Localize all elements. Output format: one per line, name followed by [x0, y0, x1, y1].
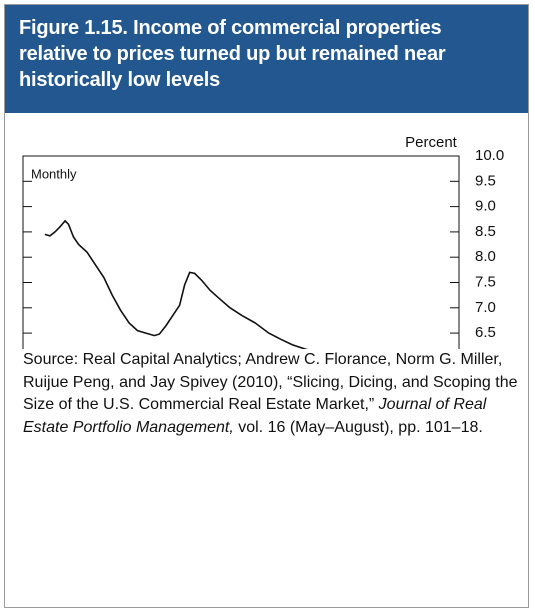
y-axis-label: Percent [405, 134, 458, 151]
y-tick-label: 7.5 [475, 273, 496, 290]
y-tick-label: 9.0 [475, 198, 496, 215]
figure-frame: Figure 1.15. Income of commercial proper… [4, 4, 529, 608]
source-text: Journal of Real Estate Portfolio Managem… [23, 396, 487, 436]
annotation-monthly: Monthly [31, 166, 77, 181]
data-line [44, 219, 309, 349]
y-tick-label: 10.0 [475, 147, 504, 164]
y-tick-label: 8.0 [475, 248, 496, 265]
plot-frame [22, 155, 460, 349]
chart: Percent5.05.56.06.57.07.58.08.59.09.510.… [22, 134, 504, 349]
y-tick-label: 6.5 [475, 324, 496, 341]
y-tick-label: 7.0 [475, 299, 496, 316]
source-text: Source: Real Capital Analytics; Andrew C… [23, 351, 518, 413]
source-text: vol. 16 (May–August), pp. 101–18. [233, 418, 483, 436]
source-note: Source: Real Capital Analytics; Andrew C… [23, 349, 523, 439]
figure-title: Figure 1.15. Income of commercial proper… [5, 5, 528, 113]
y-tick-label: 9.5 [475, 172, 496, 189]
y-tick-label: 8.5 [475, 223, 496, 240]
